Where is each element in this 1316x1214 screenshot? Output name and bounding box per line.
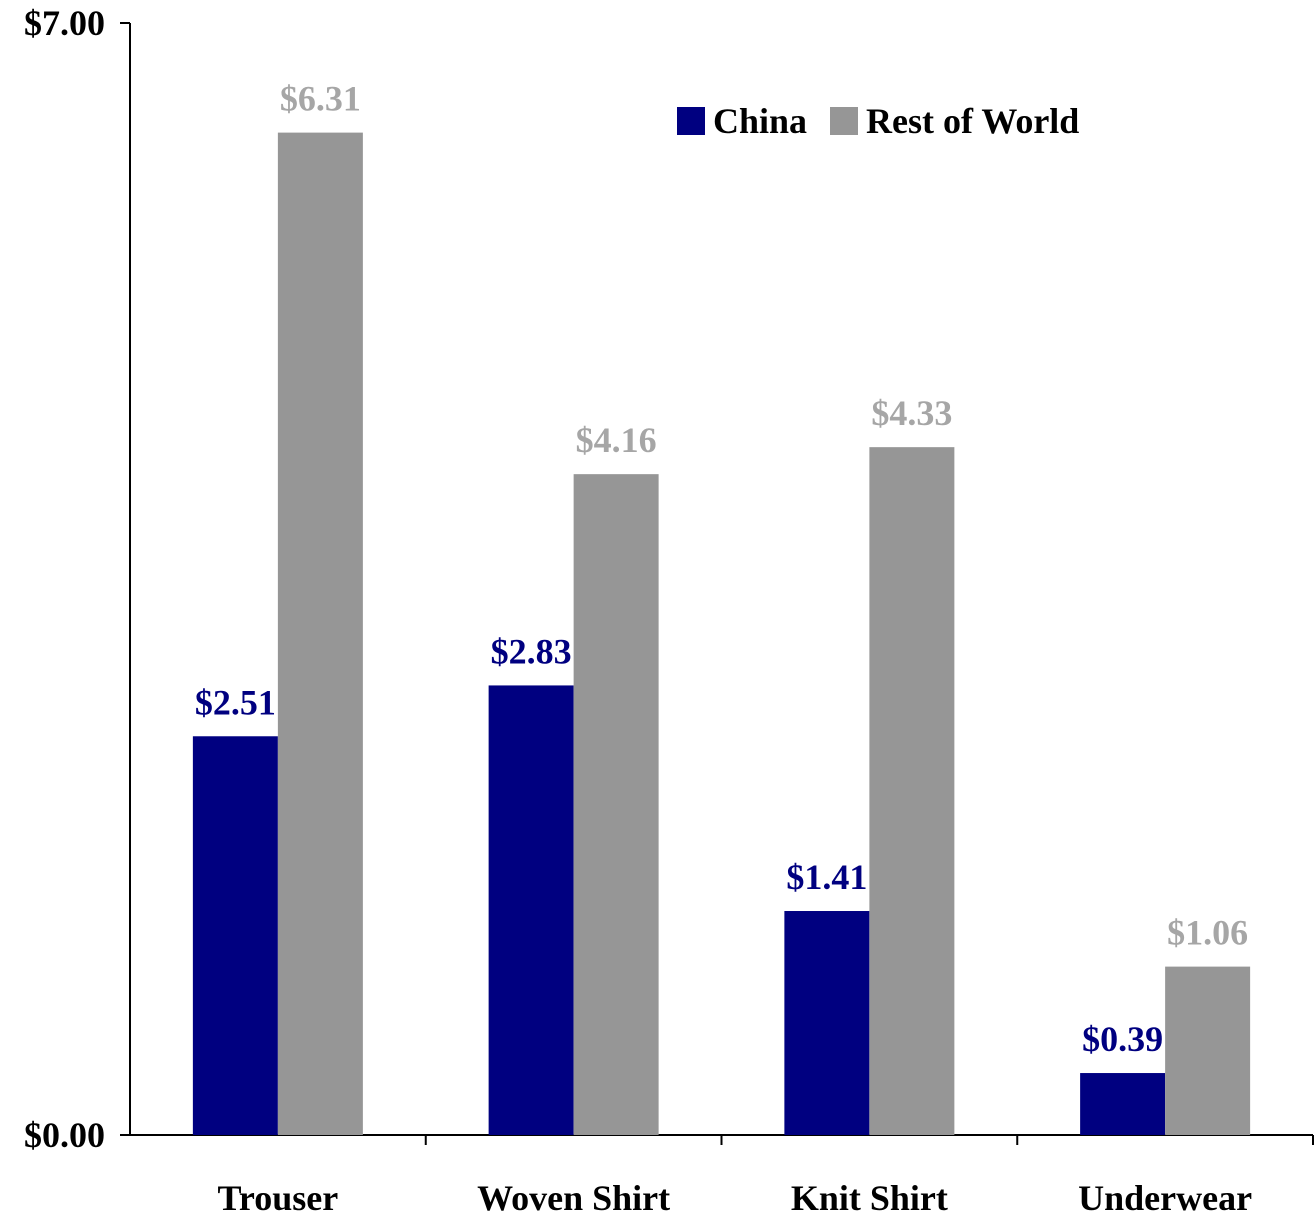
y-tick-label: $0.00: [24, 1115, 105, 1155]
data-label: $1.06: [1167, 913, 1248, 953]
data-label: $4.33: [871, 393, 952, 433]
legend-label: Rest of World: [866, 101, 1079, 141]
bar-china: [1080, 1073, 1166, 1135]
y-tick-label: $7.00: [24, 3, 105, 43]
x-category-label: Underwear: [1078, 1178, 1252, 1214]
data-label: $2.83: [491, 631, 572, 671]
data-label: $0.39: [1082, 1019, 1163, 1059]
data-label: $6.31: [280, 79, 361, 119]
bar-rest-of-world: [1165, 966, 1251, 1135]
legend-swatch: [677, 107, 705, 135]
legend: China Rest of World: [677, 101, 1079, 141]
bar-rest-of-world: [573, 474, 659, 1135]
x-category-label: Knit Shirt: [791, 1178, 948, 1214]
legend-swatch: [830, 107, 858, 135]
data-labels: $2.51 $2.83 $1.41 $0.39 $6.31 $4.16 $4.33 $1.06: [195, 79, 1248, 1059]
x-category-label: Trouser: [218, 1178, 339, 1214]
bar-rest-of-world: [277, 132, 363, 1135]
bars: [192, 132, 1251, 1135]
bar-china: [488, 685, 574, 1135]
axes: $7.00 $0.00 Trouser Woven Shirt Knit Shirt Un…: [24, 3, 1314, 1214]
bar-china: [192, 736, 278, 1135]
x-category-label: Woven Shirt: [477, 1178, 670, 1214]
data-label: $2.51: [195, 682, 276, 722]
bar-rest-of-world: [869, 447, 955, 1135]
bar-china: [784, 911, 870, 1135]
data-label: $1.41: [786, 857, 867, 897]
legend-label: China: [713, 101, 807, 141]
data-label: $4.16: [576, 420, 657, 460]
